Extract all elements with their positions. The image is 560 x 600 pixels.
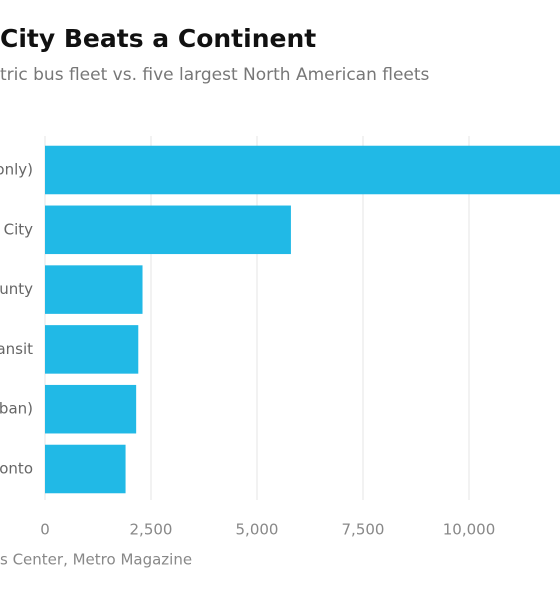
bar [45,265,143,314]
y-tick-label: unty [0,280,33,298]
bar [45,145,560,195]
y-tick-label: only) [0,161,33,179]
y-tick-label: ban) [0,400,33,418]
bar [45,205,291,255]
x-tick-label: 5,000 [236,521,279,539]
y-tick-label: onto [0,460,33,478]
x-tick-label: 7,500 [342,521,385,539]
y-tick-label: City [4,220,34,238]
bar [45,325,139,374]
x-tick-label: 10,000 [443,521,496,539]
source: s Center, Metro Magazine [0,551,192,569]
x-tick-label: 2,500 [130,521,173,539]
x-tick-label: 0 [40,521,50,539]
y-tick-label: ansit [0,340,33,358]
chart-title: City Beats a Continent [0,24,316,53]
bar [45,384,137,434]
bar [45,444,126,494]
chart-subtitle: tric bus fleet vs. five largest North Am… [0,65,430,85]
